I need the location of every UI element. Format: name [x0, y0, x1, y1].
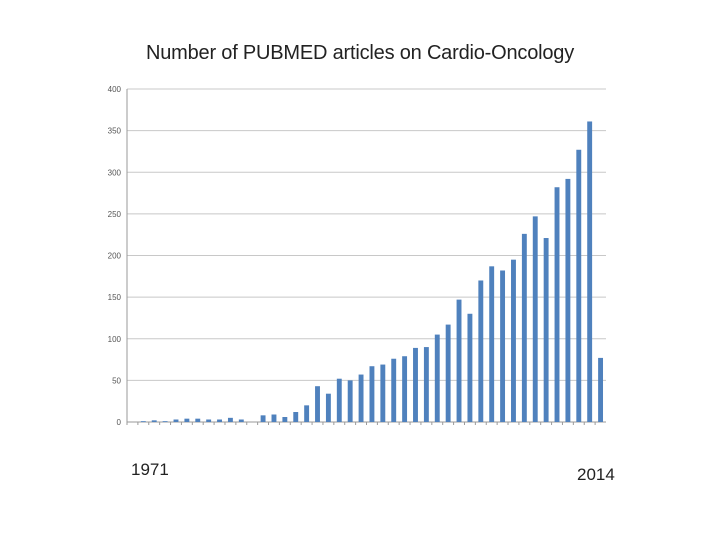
bar-2001	[456, 299, 462, 422]
bar-1994	[380, 364, 386, 422]
bar-1984	[271, 414, 277, 422]
bar-2000	[445, 324, 451, 422]
bar-2009	[543, 238, 549, 422]
bar-2003	[478, 280, 484, 422]
bar-1973	[151, 420, 157, 422]
bar-1988	[315, 386, 320, 422]
bar-2011	[565, 178, 571, 422]
bar-1972	[140, 421, 146, 422]
bar-2002	[467, 313, 473, 422]
y-tick-label: 200	[108, 252, 122, 261]
bar-1981	[238, 419, 244, 422]
y-tick-label: 0	[117, 418, 122, 427]
bar-1987	[304, 405, 310, 422]
chart-title: Number of PUBMED articles on Cardio-Onco…	[145, 42, 575, 64]
bar-2004	[489, 266, 495, 422]
bar-2008	[532, 216, 538, 422]
y-tick-label: 400	[108, 85, 122, 94]
x-axis	[126, 422, 596, 425]
y-tick-label: 250	[108, 210, 122, 219]
bar-1997	[413, 347, 418, 422]
bar-1999	[434, 334, 440, 422]
bar-1995	[391, 358, 397, 422]
y-tick-label: 350	[108, 127, 122, 136]
bar-1978	[206, 419, 212, 422]
bar-1990	[336, 378, 342, 422]
y-axis-tick-labels: 0 50 100 150 200 250 300 350 400	[108, 85, 122, 427]
bar-1985	[282, 417, 288, 422]
bar-1989	[325, 393, 331, 422]
bar-1974	[162, 421, 168, 422]
x-axis-end-label: 2014	[577, 465, 615, 484]
bar-1977	[195, 418, 201, 422]
y-tick-label: 150	[108, 293, 122, 302]
bar-2010	[554, 187, 560, 422]
bars	[140, 121, 604, 423]
bar-1992	[358, 374, 364, 422]
y-tick-label: 100	[108, 335, 122, 344]
bar-1993	[369, 366, 375, 422]
y-tick-label: 50	[112, 376, 121, 385]
bar-1979	[217, 419, 222, 422]
bar-1996	[402, 356, 408, 422]
bar-1983	[260, 415, 266, 422]
bar-2014	[598, 357, 604, 422]
bar-1991	[347, 380, 353, 423]
bar-1975	[173, 419, 179, 422]
y-tick-label: 300	[108, 168, 122, 177]
x-axis-start-label: 1971	[131, 460, 169, 479]
bar-2006	[511, 259, 516, 422]
bar-1980	[227, 417, 233, 422]
bar-1986	[293, 412, 299, 422]
bar-1976	[184, 418, 190, 422]
bar-2007	[521, 233, 527, 422]
bar-1998	[423, 347, 429, 422]
bar-2005	[500, 270, 506, 422]
bar-2012	[576, 149, 582, 422]
bar-2013	[587, 121, 593, 422]
